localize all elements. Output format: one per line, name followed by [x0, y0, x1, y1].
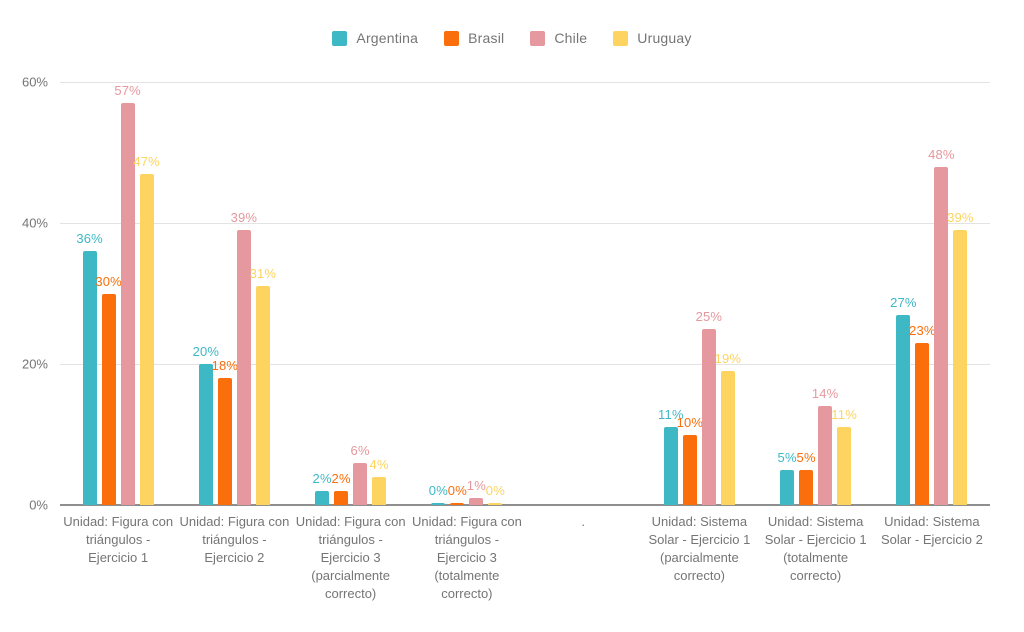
bar-argentina-category-7[interactable]	[780, 469, 795, 505]
bar-uruguay-category-8[interactable]	[953, 230, 968, 505]
chart-legend: Argentina Brasil Chile Uruguay	[0, 30, 1024, 46]
legend-swatch-uruguay	[613, 30, 629, 46]
category-label-7: Unidad: Sistema Solar - Ejercicio 1 (tot…	[764, 514, 867, 583]
bar-uruguay-category-3[interactable]	[372, 476, 387, 505]
bar-value-argentina-category-7: 5%	[777, 449, 797, 465]
bar-uruguay-category-7[interactable]	[837, 427, 852, 505]
bar-uruguay-category-2[interactable]	[255, 286, 270, 505]
bar-value-argentina-category-3: 2%	[312, 470, 332, 486]
category-label-6: Unidad: Sistema Solar - Ejercicio 1 (par…	[648, 514, 751, 583]
bar-value-uruguay-category-4: 0%	[485, 483, 505, 498]
gridline-0%	[60, 504, 990, 506]
y-tick-0%: 0%	[29, 497, 48, 513]
bar-value-argentina-category-8: 27%	[890, 294, 917, 310]
category-label-2: Unidad: Figura con triángulos - Ejercici…	[179, 514, 290, 565]
legend-label-brasil: Brasil	[468, 30, 505, 46]
bar-brasil-category-2[interactable]	[217, 378, 232, 505]
bar-value-uruguay-category-3: 4%	[369, 456, 389, 472]
bar-value-argentina-category-2: 20%	[192, 344, 220, 359]
bar-value-argentina-category-4: 0%	[428, 483, 448, 498]
y-tick-20%: 20%	[21, 356, 48, 372]
bar-value-chile-category-6: 25%	[695, 308, 723, 324]
bar-chile-category-8[interactable]	[934, 166, 949, 505]
bar-chile-category-6[interactable]	[701, 328, 716, 505]
bar-value-chile-category-3: 6%	[350, 442, 370, 458]
bar-uruguay-category-4[interactable]	[488, 503, 503, 505]
bar-value-uruguay-category-6: 19%	[714, 351, 742, 367]
legend-swatch-argentina	[332, 30, 348, 46]
bar-chile-category-2[interactable]	[236, 230, 251, 505]
legend-item-chile[interactable]: Chile	[530, 30, 587, 46]
bar-argentina-category-6[interactable]	[663, 427, 678, 505]
bar-chile-category-4[interactable]	[469, 497, 484, 505]
bar-argentina-category-3[interactable]	[315, 490, 330, 505]
bar-brasil-category-1[interactable]	[101, 293, 116, 505]
legend-item-brasil[interactable]: Brasil	[444, 30, 504, 46]
category-label-4: Unidad: Figura con triángulos - Ejercici…	[411, 514, 522, 601]
bar-value-chile-category-4: 1%	[466, 477, 486, 493]
bar-value-chile-category-1: 57%	[114, 83, 141, 99]
bar-brasil-category-8[interactable]	[915, 342, 930, 505]
y-tick-40%: 40%	[21, 215, 48, 231]
bar-value-brasil-category-1: 30%	[95, 273, 122, 289]
plot-area: 0% 20% 40% 60% 36% 30% 57% 47% 20% 18% 39% 31% 2% 2% 6…	[22, 75, 990, 513]
bar-argentina-category-1[interactable]	[82, 251, 97, 505]
bar-argentina-category-2[interactable]	[198, 364, 213, 505]
bar-brasil-category-3[interactable]	[334, 490, 349, 505]
bar-brasil-category-7[interactable]	[799, 469, 814, 505]
legend-swatch-brasil	[444, 30, 460, 46]
bar-argentina-category-4[interactable]	[431, 503, 446, 505]
bar-uruguay-category-6[interactable]	[720, 371, 735, 505]
bar-chile-category-1[interactable]	[120, 103, 135, 505]
bar-value-brasil-category-8: 23%	[909, 322, 936, 338]
bar-value-uruguay-category-8: 39%	[947, 210, 974, 226]
bar-value-chile-category-8: 48%	[928, 146, 955, 162]
bar-value-brasil-category-2: 18%	[211, 358, 239, 374]
bar-brasil-category-6[interactable]	[682, 434, 697, 505]
bar-value-chile-category-7: 14%	[811, 386, 839, 402]
gridline-60%	[60, 82, 990, 83]
bar-value-uruguay-category-7: 11%	[831, 407, 857, 423]
legend-item-argentina[interactable]: Argentina	[332, 30, 418, 46]
bar-value-brasil-category-6: 10%	[676, 414, 704, 430]
category-label-5: .	[581, 514, 585, 529]
category-label-3: Unidad: Figura con triángulos - Ejercici…	[295, 514, 406, 601]
category-label-1: Unidad: Figura con triángulos - Ejercici…	[63, 514, 174, 565]
y-tick-60%: 60%	[21, 74, 48, 90]
bar-value-chile-category-2: 39%	[230, 210, 258, 226]
bar-brasil-category-4[interactable]	[450, 503, 465, 505]
bar-uruguay-category-1[interactable]	[139, 173, 154, 505]
bar-argentina-category-8[interactable]	[896, 314, 911, 505]
legend-label-uruguay: Uruguay	[637, 30, 692, 46]
bar-chile-category-7[interactable]	[818, 406, 833, 505]
bar-value-argentina-category-1: 36%	[76, 231, 103, 247]
legend-item-uruguay[interactable]: Uruguay	[613, 30, 691, 46]
legend-swatch-chile	[530, 30, 546, 46]
gridline-20%	[60, 364, 990, 365]
bar-value-brasil-category-3: 2%	[331, 470, 351, 486]
bar-value-uruguay-category-1: 47%	[133, 153, 160, 169]
bar-value-argentina-category-6: 11%	[658, 407, 684, 423]
bar-value-brasil-category-7: 5%	[796, 449, 816, 465]
legend-label-chile: Chile	[554, 30, 588, 46]
x-axis-labels: Unidad: Figura con triángulos - Ejercici…	[60, 513, 990, 603]
bar-value-brasil-category-4: 0%	[447, 483, 467, 498]
category-label-8: Unidad: Sistema Solar - Ejercicio 2	[880, 514, 983, 547]
bar-chile-category-3[interactable]	[353, 462, 368, 505]
bar-value-uruguay-category-2: 31%	[249, 266, 277, 282]
legend-label-argentina: Argentina	[356, 30, 419, 46]
gridline-40%	[60, 223, 990, 224]
